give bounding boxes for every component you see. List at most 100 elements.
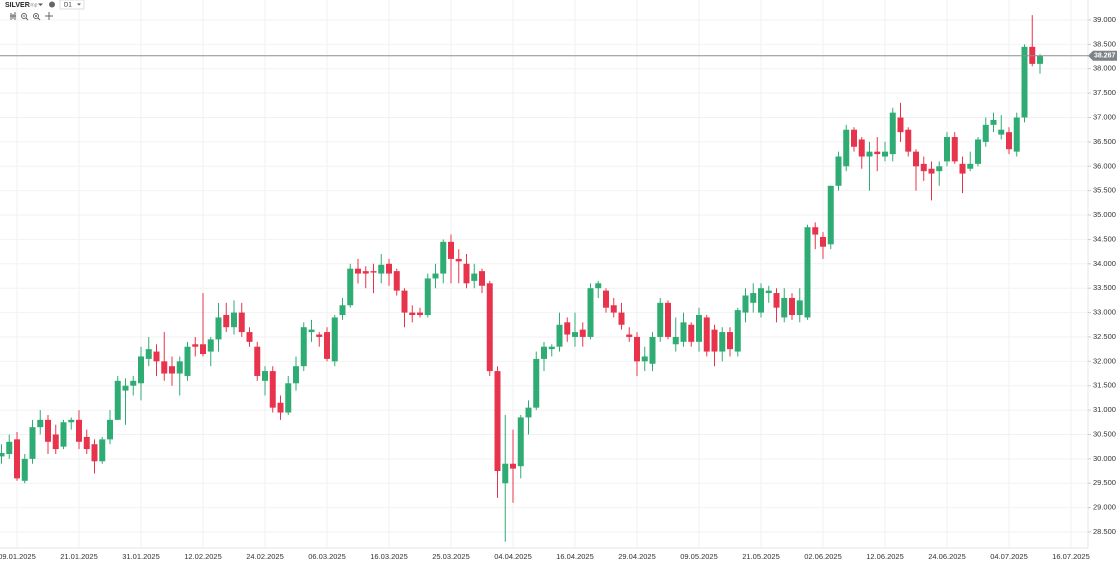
y-tick-label: 35.500 xyxy=(1093,186,1116,195)
candle-body xyxy=(548,346,555,350)
axes: 28.500 29.000 29.500 30.000 30.500 31.000 31.5… xyxy=(0,15,1117,561)
candle-body xyxy=(820,236,826,247)
candle-body xyxy=(153,351,160,362)
candle-body xyxy=(401,290,408,313)
candle-body xyxy=(882,151,888,157)
candle-body xyxy=(959,163,966,174)
zoom-in-glyph xyxy=(35,15,41,21)
symbol: SILVER xyxy=(5,2,30,9)
candle-body xyxy=(610,305,617,313)
candle-body xyxy=(0,453,5,457)
x-tick-label: 24.02.2025 xyxy=(246,552,284,561)
info-icon[interactable] xyxy=(49,1,55,8)
timeframe-box[interactable] xyxy=(59,0,85,10)
candle-body xyxy=(231,312,237,328)
candle-body xyxy=(362,271,369,274)
candle-body xyxy=(378,264,385,274)
candle-body xyxy=(21,458,28,481)
candle-body xyxy=(409,312,416,316)
candle-body xyxy=(269,371,276,408)
candle-body xyxy=(83,436,90,450)
y-tick-label: 37.500 xyxy=(1093,88,1116,97)
candle-body xyxy=(138,356,144,384)
candle-body xyxy=(928,168,935,174)
candle-body xyxy=(502,463,509,484)
candle-body xyxy=(347,268,354,306)
candle-body xyxy=(789,297,795,316)
candle-body xyxy=(967,163,974,169)
candle-body xyxy=(905,129,912,152)
symbol-dropdown[interactable] xyxy=(38,3,43,7)
candle-body xyxy=(649,336,656,364)
crosshair-button[interactable] xyxy=(45,12,53,20)
y-tick-label: 29.000 xyxy=(1093,503,1116,512)
x-tick-label: 29.04.2025 xyxy=(618,552,656,561)
candle-body xyxy=(951,137,958,162)
candle-body xyxy=(386,263,392,274)
y-tick-label: 37.000 xyxy=(1093,113,1116,122)
symbol-note: cmp xyxy=(28,2,38,8)
candle-body xyxy=(525,407,532,418)
y-tick-label: 39.000 xyxy=(1093,15,1116,24)
candle-body xyxy=(944,137,950,162)
zoom-out-button[interactable] xyxy=(21,13,27,19)
candle-body xyxy=(200,344,206,355)
x-tick-label: 02.06.2025 xyxy=(804,552,842,561)
x-tick-label: 09.01.2025 xyxy=(0,552,36,561)
candle-body xyxy=(1006,132,1012,150)
candle-body xyxy=(246,332,253,342)
candle-body xyxy=(432,273,439,279)
candle-body xyxy=(703,317,710,352)
candle-body xyxy=(355,268,361,274)
candle-body xyxy=(316,334,323,337)
candle-body xyxy=(727,332,733,350)
candle-body xyxy=(424,278,431,316)
y-tick-label: 29.500 xyxy=(1093,478,1116,487)
candle-body xyxy=(29,427,36,459)
candle-body xyxy=(665,302,671,337)
candle-body xyxy=(517,417,524,467)
candle-body xyxy=(595,283,602,289)
candle-body xyxy=(324,332,330,359)
candle-body xyxy=(308,329,315,333)
candle-body xyxy=(207,339,214,352)
y-tick-label: 31.500 xyxy=(1093,381,1116,390)
x-tick-label: 04.07.2025 xyxy=(990,552,1028,561)
candle-body xyxy=(169,366,175,374)
candle-body xyxy=(719,332,726,352)
x-tick-label: 16.03.2025 xyxy=(370,552,408,561)
candle-body xyxy=(618,312,625,325)
candle-body xyxy=(858,139,865,157)
candle-body xyxy=(711,329,718,352)
timeframe-dropdown[interactable] xyxy=(77,3,81,6)
x-tick-label: 21.01.2025 xyxy=(60,552,98,561)
toolbar xyxy=(10,12,53,21)
candle-body xyxy=(45,419,51,442)
y-tick-label: 36.000 xyxy=(1093,161,1116,170)
candle-body xyxy=(998,129,1005,135)
x-tick-label: 09.05.2025 xyxy=(680,552,718,561)
zoom-in-button[interactable] xyxy=(33,13,39,19)
candle-body xyxy=(510,463,516,469)
candle-body xyxy=(742,295,749,313)
candle-body xyxy=(184,346,191,376)
candle-body xyxy=(579,329,586,337)
y-tick-label: 33.000 xyxy=(1093,308,1116,317)
candle-body xyxy=(688,324,695,342)
y-tick-label: 31.000 xyxy=(1093,405,1116,414)
candle-body xyxy=(851,129,857,147)
candle-body xyxy=(192,344,199,347)
x-tick-label: 16.07.2025 xyxy=(1052,552,1090,561)
x-tick-label: 16.04.2025 xyxy=(556,552,594,561)
y-tick-label: 32.000 xyxy=(1093,356,1116,365)
y-tick-label: 34.000 xyxy=(1093,259,1116,268)
candle-body xyxy=(68,419,75,423)
x-tick-label: 24.06.2025 xyxy=(928,552,966,561)
chart-type-button[interactable] xyxy=(10,12,16,20)
candle-body xyxy=(486,283,493,372)
candle-body xyxy=(122,385,129,391)
candle-body xyxy=(440,241,447,274)
y-tick-label: 30.000 xyxy=(1093,454,1116,463)
candle-body xyxy=(603,290,609,308)
